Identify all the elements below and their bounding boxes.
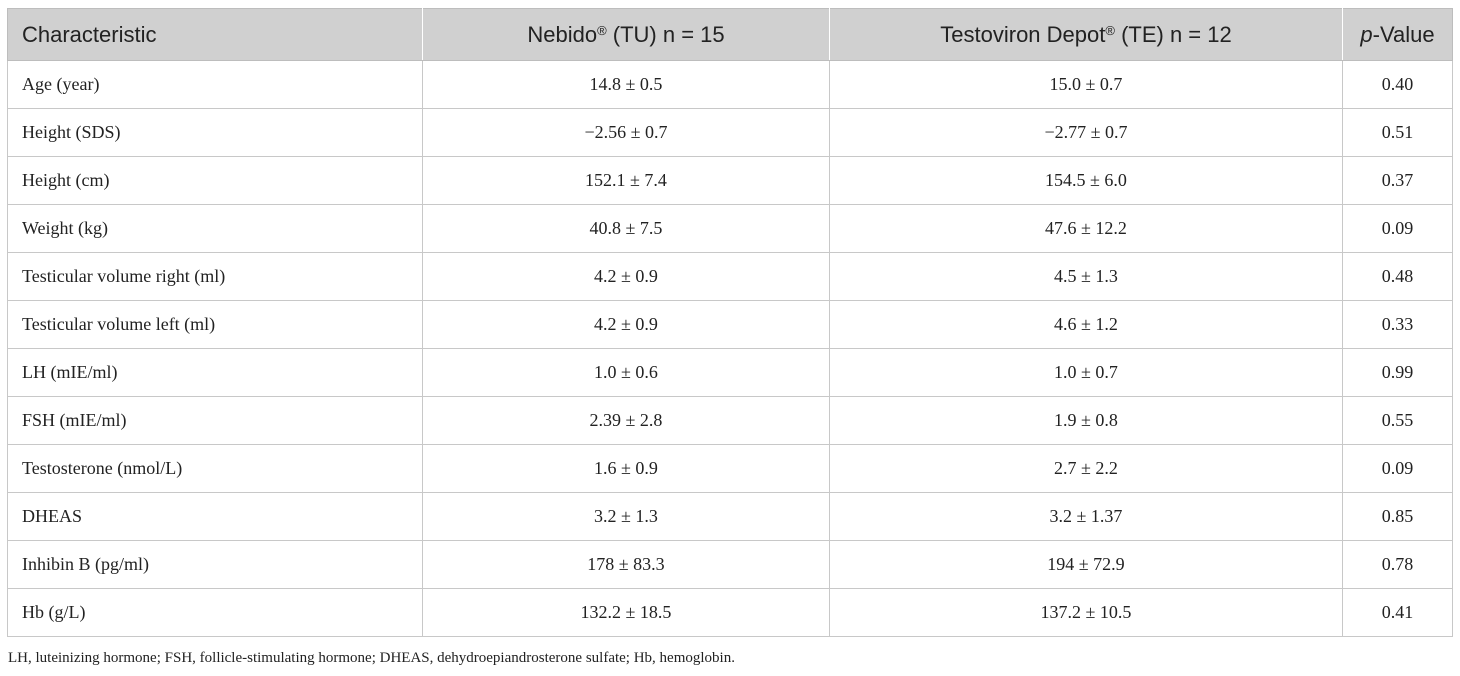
cell-characteristic: Testicular volume left (ml)	[7, 300, 423, 349]
header-tu-rest: (TU) n = 15	[606, 21, 725, 47]
cell-te-value: −2.77 ± 0.7	[829, 108, 1343, 157]
table-row: LH (mIE/ml) 1.0 ± 0.6 1.0 ± 0.7 0.99	[7, 348, 1453, 397]
table-row: DHEAS 3.2 ± 1.3 3.2 ± 1.37 0.85	[7, 492, 1453, 541]
cell-te-value: 15.0 ± 0.7	[829, 60, 1343, 109]
cell-tu-value: 1.6 ± 0.9	[422, 444, 830, 493]
table-row: Weight (kg) 40.8 ± 7.5 47.6 ± 12.2 0.09	[7, 204, 1453, 253]
table-row: Height (cm) 152.1 ± 7.4 154.5 ± 6.0 0.37	[7, 156, 1453, 205]
table-header: Characteristic Nebido® (TU) n = 15 Testo…	[7, 8, 1453, 61]
cell-te-value: 137.2 ± 10.5	[829, 588, 1343, 637]
cell-te-value: 154.5 ± 6.0	[829, 156, 1343, 205]
characteristics-table: Characteristic Nebido® (TU) n = 15 Testo…	[7, 8, 1453, 637]
header-row: Characteristic Nebido® (TU) n = 15 Testo…	[7, 8, 1453, 61]
cell-p-value: 0.33	[1342, 300, 1453, 349]
cell-p-value: 0.48	[1342, 252, 1453, 301]
cell-p-value: 0.09	[1342, 444, 1453, 493]
cell-tu-value: 14.8 ± 0.5	[422, 60, 830, 109]
header-p-value: p-Value	[1342, 8, 1453, 61]
cell-characteristic: LH (mIE/ml)	[7, 348, 423, 397]
cell-te-value: 1.9 ± 0.8	[829, 396, 1343, 445]
header-te-registered-mark: ®	[1105, 22, 1115, 38]
cell-p-value: 0.78	[1342, 540, 1453, 589]
cell-p-value: 0.55	[1342, 396, 1453, 445]
cell-te-value: 4.6 ± 1.2	[829, 300, 1343, 349]
cell-tu-value: 4.2 ± 0.9	[422, 300, 830, 349]
cell-characteristic: DHEAS	[7, 492, 423, 541]
header-tu-name: Nebido	[527, 21, 598, 47]
cell-tu-value: 132.2 ± 18.5	[422, 588, 830, 637]
cell-tu-value: 4.2 ± 0.9	[422, 252, 830, 301]
cell-te-value: 194 ± 72.9	[829, 540, 1343, 589]
table-row: Testosterone (nmol/L) 1.6 ± 0.9 2.7 ± 2.2 0…	[7, 444, 1453, 493]
header-tu-registered-mark: ®	[597, 22, 607, 38]
table-row: Height (SDS) −2.56 ± 0.7 −2.77 ± 0.7 0.51	[7, 108, 1453, 157]
header-te-rest: (TE) n = 12	[1114, 21, 1232, 47]
cell-p-value: 0.40	[1342, 60, 1453, 109]
cell-p-value: 0.85	[1342, 492, 1453, 541]
cell-characteristic: Testicular volume right (ml)	[7, 252, 423, 301]
cell-tu-value: 1.0 ± 0.6	[422, 348, 830, 397]
cell-te-value: 4.5 ± 1.3	[829, 252, 1343, 301]
cell-tu-value: 3.2 ± 1.3	[422, 492, 830, 541]
cell-p-value: 0.41	[1342, 588, 1453, 637]
header-characteristic-text: Characteristic	[22, 21, 157, 47]
table-row: Inhibin B (pg/ml) 178 ± 83.3 194 ± 72.9 0.7…	[7, 540, 1453, 589]
header-nebido-tu: Nebido® (TU) n = 15	[422, 8, 830, 61]
header-te-name: Testoviron Depot	[940, 21, 1106, 47]
cell-tu-value: 152.1 ± 7.4	[422, 156, 830, 205]
table-body: Age (year) 14.8 ± 0.5 15.0 ± 0.7 0.40 Height…	[7, 60, 1453, 637]
cell-p-value: 0.99	[1342, 348, 1453, 397]
cell-characteristic: Hb (g/L)	[7, 588, 423, 637]
cell-tu-value: 40.8 ± 7.5	[422, 204, 830, 253]
cell-tu-value: 2.39 ± 2.8	[422, 396, 830, 445]
cell-characteristic: Age (year)	[7, 60, 423, 109]
cell-p-value: 0.37	[1342, 156, 1453, 205]
cell-characteristic: Weight (kg)	[7, 204, 423, 253]
cell-te-value: 3.2 ± 1.37	[829, 492, 1343, 541]
table-row: Testicular volume left (ml) 4.2 ± 0.9 4.6 …	[7, 300, 1453, 349]
cell-characteristic: FSH (mIE/ml)	[7, 396, 423, 445]
header-characteristic: Characteristic	[7, 8, 423, 61]
header-p-italic: p	[1360, 21, 1373, 47]
cell-te-value: 2.7 ± 2.2	[829, 444, 1343, 493]
cell-characteristic: Inhibin B (pg/ml)	[7, 540, 423, 589]
cell-tu-value: 178 ± 83.3	[422, 540, 830, 589]
table-footnote: LH, luteinizing hormone; FSH, follicle-s…	[8, 650, 735, 666]
cell-characteristic: Height (SDS)	[7, 108, 423, 157]
cell-te-value: 47.6 ± 12.2	[829, 204, 1343, 253]
cell-p-value: 0.09	[1342, 204, 1453, 253]
cell-te-value: 1.0 ± 0.7	[829, 348, 1343, 397]
table-row: Age (year) 14.8 ± 0.5 15.0 ± 0.7 0.40	[7, 60, 1453, 109]
cell-characteristic: Testosterone (nmol/L)	[7, 444, 423, 493]
cell-p-value: 0.51	[1342, 108, 1453, 157]
cell-tu-value: −2.56 ± 0.7	[422, 108, 830, 157]
table-row: FSH (mIE/ml) 2.39 ± 2.8 1.9 ± 0.8 0.55	[7, 396, 1453, 445]
table-row: Testicular volume right (ml) 4.2 ± 0.9 4.5…	[7, 252, 1453, 301]
cell-characteristic: Height (cm)	[7, 156, 423, 205]
header-testoviron-te: Testoviron Depot® (TE) n = 12	[829, 8, 1343, 61]
table-row: Hb (g/L) 132.2 ± 18.5 137.2 ± 10.5 0.41	[7, 588, 1453, 637]
header-p-rest: -Value	[1372, 21, 1435, 47]
characteristics-table-container: Characteristic Nebido® (TU) n = 15 Testo…	[7, 8, 1453, 637]
